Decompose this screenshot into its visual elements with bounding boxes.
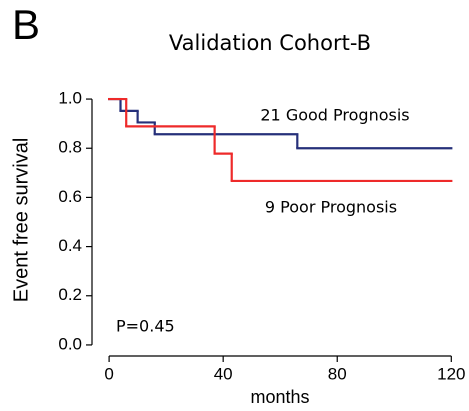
series-label: 9 Poor Prognosis [265,198,397,217]
annotation: P=0.45 [116,317,175,336]
x-tick-label: 40 [214,364,233,383]
x-axis-label: months [250,387,309,407]
x-tick-label: 80 [328,364,347,383]
chart-title: Validation Cohort-B [169,31,371,55]
x-tick-label: 0 [104,364,113,383]
y-tick-label: 0.0 [58,334,82,353]
y-tick-label: 0.2 [58,285,82,304]
y-tick-label: 0.8 [58,138,82,157]
panel-label: B [12,1,40,48]
y-tick-label: 1.0 [58,89,82,108]
series-label: 21 Good Prognosis [260,106,409,125]
y-axis-label: Event free survival [10,138,32,303]
y-tick-label: 0.4 [58,236,82,255]
y-tick-label: 0.6 [58,187,82,206]
x-tick-label: 120 [437,364,465,383]
